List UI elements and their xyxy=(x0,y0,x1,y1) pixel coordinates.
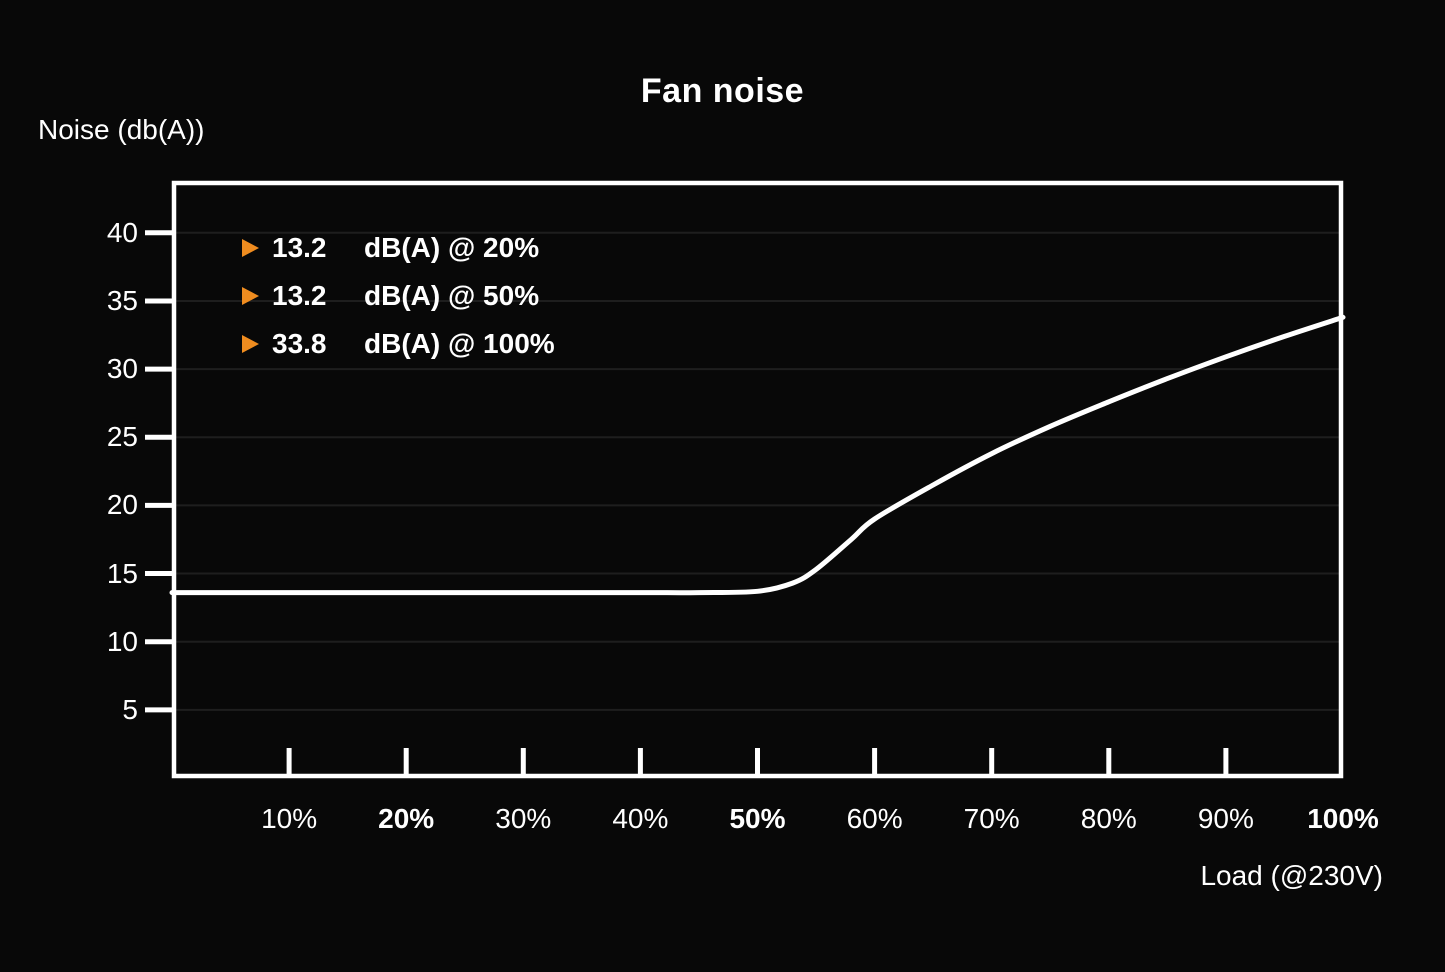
x-tick-label-20: 20% xyxy=(378,803,435,834)
x-tick-label-40: 40% xyxy=(612,803,669,834)
noise-curve xyxy=(169,314,1346,596)
y-tick-label-30: 30 xyxy=(106,353,138,385)
x-tick-label-90: 90% xyxy=(1197,803,1254,834)
legend-item: 33.8 dB(A) @ 100% xyxy=(242,320,555,368)
y-tick-label-40: 40 xyxy=(106,216,138,248)
x-tick-label-80: 80% xyxy=(1080,803,1137,834)
y-tick-label-20: 20 xyxy=(106,489,138,521)
legend-unit-text: dB(A) @ 50% xyxy=(364,280,540,311)
legend-value: 13.2 xyxy=(272,232,327,263)
y-tick-label-25: 25 xyxy=(106,421,138,453)
legend-item: 13.2 dB(A) @ 20% xyxy=(242,224,555,272)
x-tick-label-100: 100% xyxy=(1307,803,1379,834)
y-axis-label: Noise (db(A)) xyxy=(38,114,205,145)
x-tick-label-70: 70% xyxy=(963,803,1020,834)
triangle-marker-icon xyxy=(242,287,259,305)
x-tick-label-10: 10% xyxy=(261,803,318,834)
legend-unit-text: dB(A) @ 100% xyxy=(364,328,555,359)
y-tick-label-10: 10 xyxy=(106,625,138,657)
chart-title: Fan noise xyxy=(640,72,805,110)
x-axis-label: Load (@230V) xyxy=(1200,860,1383,891)
x-tick-label-50: 50% xyxy=(729,803,786,834)
x-tick-label-30: 30% xyxy=(495,803,552,834)
plot-border xyxy=(171,180,1344,779)
triangle-marker-icon xyxy=(242,335,259,353)
triangle-marker-icon xyxy=(242,239,259,257)
y-tick-label-35: 35 xyxy=(106,284,138,316)
legend-value: 13.2 xyxy=(272,280,327,311)
legend-item: 13.2 dB(A) @ 50% xyxy=(242,272,555,320)
y-tick-label-5: 5 xyxy=(122,693,138,725)
y-tick-label-15: 15 xyxy=(106,557,138,589)
chart-legend: 13.2 dB(A) @ 20% 13.2 dB(A) @ 50% 33.8 dB(A) … xyxy=(242,224,555,368)
legend-value: 33.8 xyxy=(272,328,327,359)
legend-unit-text: dB(A) @ 20% xyxy=(364,232,540,263)
x-tick-label-60: 60% xyxy=(846,803,903,834)
